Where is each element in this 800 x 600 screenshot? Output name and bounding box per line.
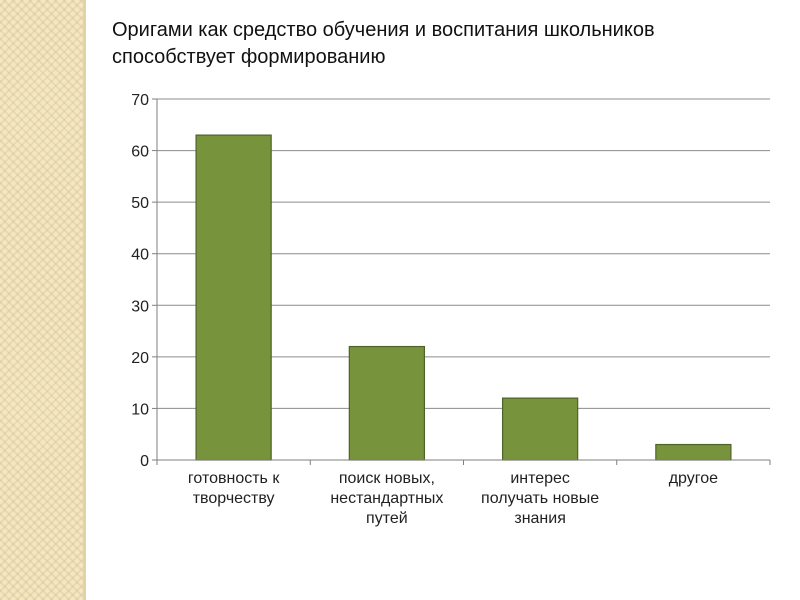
x-category-label-line: знания bbox=[514, 510, 566, 527]
bars bbox=[195, 134, 732, 461]
y-tick-label: 10 bbox=[131, 401, 149, 418]
chart-title: Оригами как средство обучения и воспитан… bbox=[112, 19, 655, 68]
x-category-label-line: интерес bbox=[510, 470, 570, 487]
y-tick-label: 40 bbox=[131, 247, 149, 264]
decorative-side-strip bbox=[0, 0, 86, 600]
y-tick-label: 70 bbox=[131, 92, 149, 109]
x-category-label-line: нестандартных bbox=[330, 490, 443, 507]
bar bbox=[501, 397, 579, 461]
y-tick-label: 60 bbox=[131, 144, 149, 161]
bar bbox=[655, 443, 732, 461]
x-category-label-line: другое bbox=[669, 470, 718, 487]
y-tick-label: 0 bbox=[140, 453, 149, 470]
bar bbox=[195, 134, 272, 461]
axes bbox=[156, 99, 771, 465]
x-category-label-line: готовность к bbox=[188, 470, 280, 487]
x-category-label-line: поиск новых, bbox=[339, 470, 435, 487]
x-category-label-line: творчеству bbox=[193, 490, 275, 507]
y-tick-label: 20 bbox=[131, 350, 149, 367]
x-category-labels: готовность к творчеству поиск новых, нестан… bbox=[188, 470, 718, 527]
y-tick-label: 50 bbox=[131, 195, 149, 212]
x-category-label: другое bbox=[669, 470, 718, 487]
bar bbox=[348, 345, 426, 461]
x-category-label: поиск новых, нестандартных путей bbox=[330, 470, 443, 527]
x-category-label-line: путей bbox=[366, 510, 408, 527]
x-category-label-line: получать новые bbox=[481, 490, 599, 507]
x-category-label: интерес получать новые знания bbox=[481, 470, 599, 527]
y-tick-labels: 0 10 20 30 40 50 60 70 bbox=[131, 92, 149, 470]
x-category-label: готовность к творчеству bbox=[188, 470, 280, 507]
y-tick-label: 30 bbox=[131, 298, 149, 315]
